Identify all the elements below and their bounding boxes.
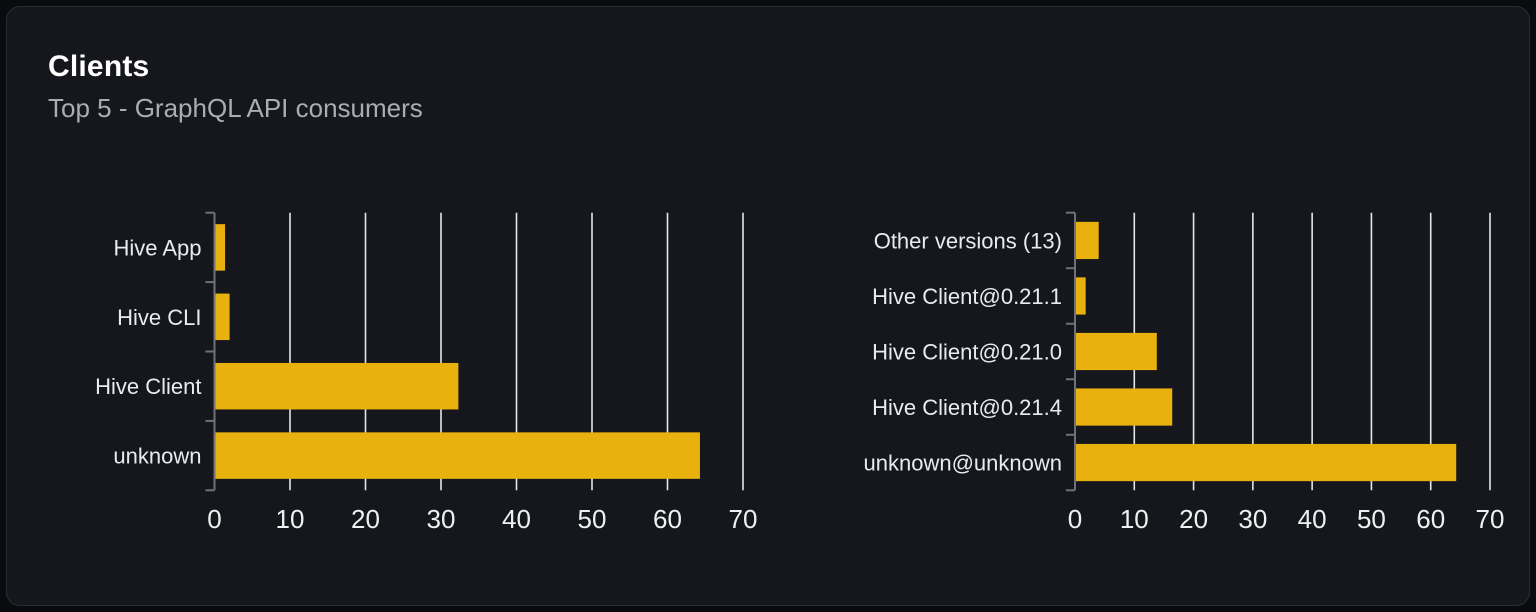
x-tick-label: 60	[653, 504, 682, 534]
bar	[214, 293, 230, 341]
x-tick-label: 40	[1298, 504, 1327, 534]
bar	[214, 362, 459, 410]
panel-subtitle: Top 5 - GraphQL API consumers	[48, 93, 423, 123]
bar	[1075, 388, 1173, 426]
x-tick-label: 70	[1476, 504, 1505, 534]
x-tick-label: 0	[207, 504, 221, 534]
x-tick-label: 50	[578, 504, 607, 534]
category-label: unknown@unknown	[864, 451, 1062, 476]
category-label: Hive App	[113, 235, 201, 260]
bar	[214, 224, 226, 271]
clients-panel: Clients Top 5 - GraphQL API consumers Hi…	[6, 6, 1530, 606]
x-tick-label: 30	[427, 504, 456, 534]
x-tick-label: 60	[1416, 504, 1445, 534]
x-tick-label: 20	[351, 504, 380, 534]
category-label: Hive Client@0.21.0	[872, 340, 1062, 365]
x-tick-label: 40	[502, 504, 531, 534]
clients-by-version-bar-chart: Other versions (13) Hive Client@0.21.1 Hiv…	[864, 211, 1505, 534]
x-tick-label: 30	[1238, 504, 1267, 534]
panel-header: Clients Top 5 - GraphQL API consumers	[48, 49, 423, 123]
bar	[1075, 443, 1457, 482]
panel-title: Clients	[48, 50, 150, 83]
x-tick-label: 10	[276, 504, 305, 534]
x-tick-label: 20	[1179, 504, 1208, 534]
bar	[1075, 332, 1157, 371]
category-label: Other versions (13)	[874, 228, 1062, 253]
x-tick-label: 70	[729, 504, 758, 534]
category-label: Hive Client	[95, 374, 201, 399]
category-label: unknown	[113, 444, 201, 469]
x-tick-label: 50	[1357, 504, 1386, 534]
x-tick-label: 0	[1068, 504, 1082, 534]
clients-by-name-bar-chart: Hive App Hive CLI Hive Client unknown 0 10 20 3…	[95, 211, 758, 534]
bar	[1075, 277, 1086, 315]
x-tick-label: 10	[1120, 504, 1149, 534]
bar	[1075, 221, 1099, 260]
category-label: Hive Client@0.21.1	[872, 284, 1062, 309]
category-label: Hive Client@0.21.4	[872, 395, 1062, 420]
bar	[214, 432, 700, 479]
category-label: Hive CLI	[117, 305, 201, 330]
